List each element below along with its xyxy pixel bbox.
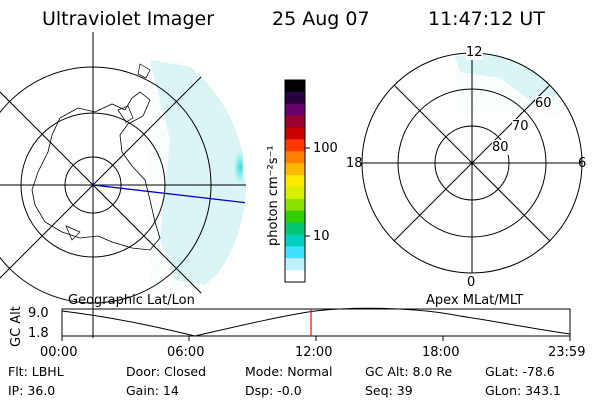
filter-value: Flt: LBHL	[8, 364, 64, 379]
colorbar-swatch	[285, 115, 305, 129]
noon-line	[92, 184, 246, 204]
colorbar-swatch	[285, 139, 305, 152]
altitude-tick-min: 1.8	[28, 326, 49, 341]
colorbar-swatch	[285, 222, 305, 236]
mlat-label-60: 60	[535, 96, 552, 111]
color-bar	[284, 79, 310, 283]
colorbar-swatch	[285, 186, 305, 200]
time-tick-2: 12:00	[295, 345, 333, 360]
altitude-curve	[61, 307, 571, 337]
mlt-label-0: 0	[467, 275, 476, 290]
mlat-label-70: 70	[512, 119, 529, 134]
mlt-label-12: 12	[466, 45, 483, 60]
dsp-value: Dsp: -0.0	[245, 383, 302, 398]
time-label: 11:47:12 UT	[428, 8, 545, 30]
gc-alt-value: GC Alt: 8.0 Re	[365, 364, 453, 379]
mode-value: Mode: Normal	[245, 364, 333, 379]
mlt-label-6: 6	[578, 156, 587, 171]
ip-value: IP: 36.0	[8, 383, 56, 398]
colorbar-swatch	[285, 198, 305, 212]
altitude-tick-max: 9.0	[28, 306, 49, 321]
colorbar-swatch	[285, 151, 305, 164]
geographic-label: Geographic Lat/Lon	[68, 293, 195, 308]
altitude-plot	[61, 307, 571, 341]
colorbar-label-10: 10	[313, 229, 330, 244]
colorbar-swatch	[285, 103, 305, 117]
colorbar-swatch	[285, 80, 305, 93]
time-tick-4: 23:59	[548, 345, 586, 360]
antarctica-coastline	[31, 91, 161, 251]
colorbar-swatch	[285, 163, 305, 176]
colorbar-swatch	[285, 246, 305, 259]
colorbar-label-100: 100	[313, 141, 338, 156]
time-tick-1: 06:00	[167, 345, 205, 360]
time-tick-0: 00:00	[40, 345, 78, 360]
date-label: 25 Aug 07	[272, 8, 370, 30]
magnetic-polar-plot	[361, 52, 583, 274]
colorbar-swatch	[285, 270, 305, 283]
colorbar-swatch	[285, 175, 305, 188]
mlat-label-80: 80	[492, 140, 509, 155]
colorbar-swatch	[285, 127, 305, 141]
mlt-label-18: 18	[346, 156, 363, 171]
door-value: Door: Closed	[126, 364, 207, 379]
colorbar-swatch	[285, 91, 305, 105]
apex-label: Apex MLat/MLT	[426, 293, 524, 308]
colorbar-unit: photon cm⁻²s⁻¹	[266, 145, 281, 246]
seq-value: Seq: 39	[365, 383, 413, 398]
glat-value: GLat: -78.6	[485, 364, 555, 379]
time-tick-3: 18:00	[422, 345, 460, 360]
colorbar-swatch	[285, 210, 305, 224]
glon-value: GLon: 343.1	[485, 383, 561, 398]
aurora-bright-spot	[225, 145, 243, 190]
altitude-axis-label: GC Alt	[9, 306, 24, 347]
gain-value: Gain: 14	[126, 383, 179, 398]
colorbar-swatch	[285, 258, 305, 271]
image-title: Ultraviolet Imager	[42, 8, 215, 30]
colorbar-swatch	[285, 234, 305, 247]
